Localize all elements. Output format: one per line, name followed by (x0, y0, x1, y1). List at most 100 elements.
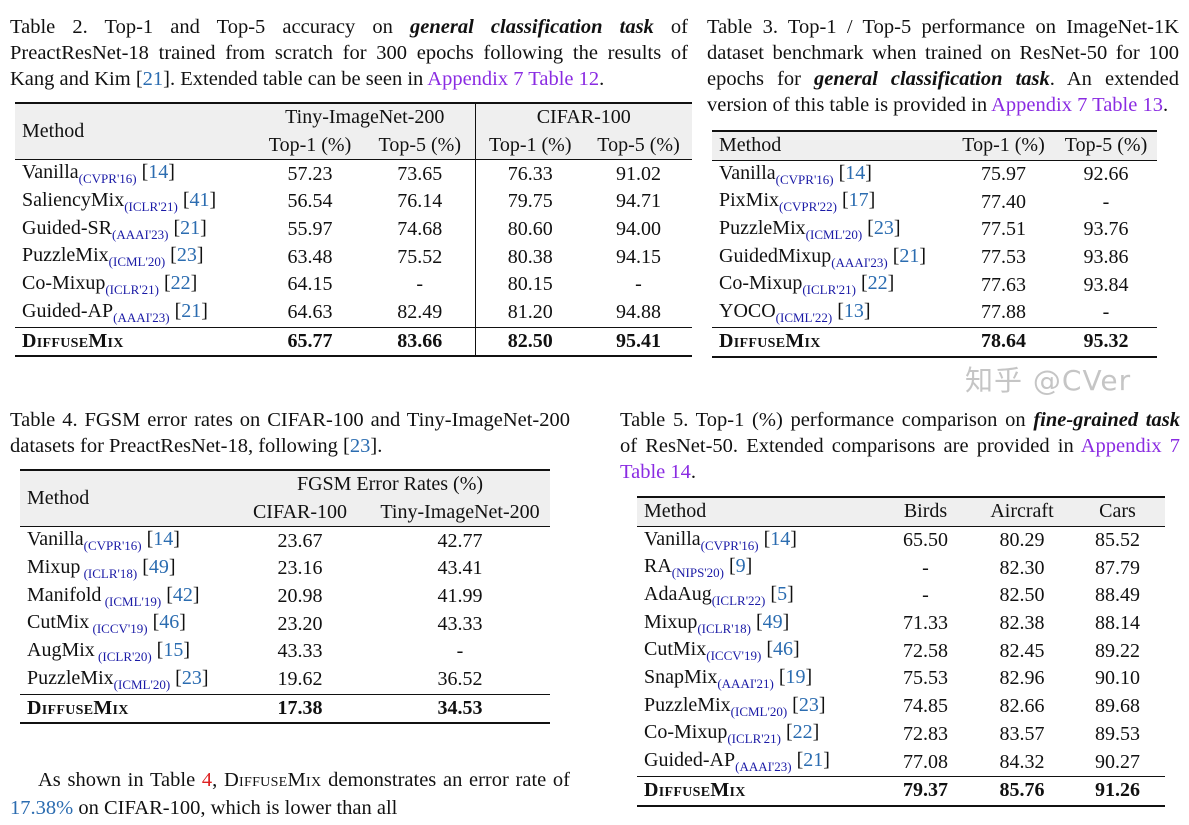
citation-link[interactable]: 23 (176, 244, 197, 267)
method-name: PixMix (719, 189, 780, 212)
value-cell: 65.50 (903, 529, 948, 552)
table-row: Guided-AP(AAAI'23) [21] 64.63 82.49 81.20 94… (15, 298, 692, 327)
value-cell: 77.88 (981, 301, 1026, 324)
citation-link[interactable]: 22 (867, 272, 888, 295)
method-venue: (AAAI'23) (112, 226, 169, 242)
value-cell: 85.52 (1095, 529, 1140, 552)
citation-link[interactable]: 21 (180, 216, 201, 239)
citation-link[interactable]: 22 (792, 721, 813, 744)
value-cell: 17.38 (277, 696, 323, 719)
method-name: CutMix (644, 638, 707, 661)
value-cell: 74.68 (397, 218, 443, 241)
citation-link[interactable]: 23 (873, 216, 894, 239)
method-name: AugMix (27, 638, 95, 661)
citation-link[interactable]: 19 (785, 665, 806, 688)
value-cell: 90.27 (1095, 750, 1140, 773)
citation-link[interactable]: 14 (153, 528, 174, 551)
citation-link[interactable]: 49 (762, 610, 783, 633)
method-name: SaliencyMix (22, 188, 125, 211)
citation-link[interactable]: 49 (148, 555, 169, 578)
value-cell: 80.15 (474, 271, 585, 299)
table-4-caption: Table 4. FGSM error rates on CIFAR-100 a… (10, 407, 570, 459)
method-cell: Mixup (ICLR'18) [49] (27, 555, 176, 581)
citation-link[interactable]: 46 (772, 638, 793, 661)
citation-link[interactable]: 14 (770, 527, 791, 550)
citation-link[interactable]: 9 (735, 555, 746, 578)
appendix-link[interactable]: Appendix 7 Table 13 (991, 94, 1163, 116)
caption-text: . An extended version of this table is p… (707, 68, 1179, 116)
value-cell: 75.53 (903, 667, 948, 690)
method-name: DiffuseMix (644, 779, 746, 802)
table-row-diffusemix: DiffuseMix 17.38 34.53 (20, 694, 550, 723)
citation-link[interactable]: 21 (181, 299, 202, 322)
table-row: PuzzleMix(ICML'20) [23] 74.85 82.66 89.68 (637, 693, 1165, 721)
value-cell: 56.54 (287, 190, 333, 213)
citation-link[interactable]: 17 (848, 189, 869, 212)
method-cell: Vanilla(CVPR'16) [14] (27, 528, 180, 554)
value-cell: 77.51 (981, 218, 1026, 241)
value-cell: - (1102, 190, 1110, 213)
table-row: PuzzleMix(ICML'20) [23] 77.51 93.76 (712, 216, 1157, 244)
value-cell: 41.99 (437, 585, 483, 608)
method-header: Method (22, 120, 85, 143)
citation-link[interactable]: 14 (845, 161, 866, 184)
value-cell: 94.88 (616, 301, 661, 324)
value-cell: 34.53 (437, 696, 483, 719)
value-cell: 19.62 (277, 668, 323, 691)
method-venue: (ICLR'22) (711, 592, 766, 608)
table-row: GuidedMixup(AAAI'23) [21] 77.53 93.86 (712, 244, 1157, 272)
method-name: Co-Mixup (644, 721, 728, 744)
value-cell: 93.76 (1083, 218, 1129, 241)
method-name: GuidedMixup (719, 244, 832, 267)
table-row: Vanilla(CVPR'16) [14] 57.23 73.65 76.33 91.0… (15, 159, 692, 189)
citation-link[interactable]: 46 (159, 611, 180, 634)
value-cell: 80.29 (999, 529, 1045, 552)
method-name: AdaAug (644, 582, 712, 605)
method-cell: CutMix (ICCV'19) [46] (27, 611, 186, 637)
table-row: Vanilla(CVPR'16) [14] 75.97 92.66 (712, 160, 1157, 188)
column-header: Top-1 (%) (962, 134, 1045, 157)
citation-link[interactable]: 23 (349, 435, 371, 457)
citation-link[interactable]: 15 (163, 638, 184, 661)
value-cell: 82.66 (999, 695, 1045, 718)
value-cell: 65.77 (287, 329, 333, 352)
caption-text: 17.38% (10, 797, 74, 819)
value-cell: 88.49 (1095, 584, 1140, 607)
citation-link[interactable]: 23 (798, 693, 819, 716)
appendix-link[interactable]: Appendix 7 Table 14 (620, 435, 1180, 483)
value-cell: 75.52 (397, 245, 443, 268)
value-cell: - (456, 640, 464, 663)
table-row: SnapMix(AAAI'21) [19] 75.53 82.96 90.10 (637, 665, 1165, 693)
method-header: Method (719, 134, 782, 157)
table-row: PixMix(CVPR'22) [17] 77.40 - (712, 188, 1157, 216)
caption-text: ]. Extended table can be seen in (163, 68, 428, 90)
citation-link[interactable]: 13 (843, 299, 864, 322)
value-cell: 90.10 (1095, 667, 1140, 690)
citation-link[interactable]: 21 (142, 68, 164, 90)
citation-link[interactable]: 42 (172, 583, 193, 606)
appendix-link[interactable]: Appendix 7 Table 12 (427, 68, 600, 90)
citation-link[interactable]: 5 (777, 582, 788, 605)
citation-link[interactable]: 21 (803, 749, 824, 772)
method-venue: (AAAI'23) (831, 254, 888, 270)
method-cell: Vanilla(CVPR'16) [14] (719, 161, 872, 187)
citation-link[interactable]: 22 (170, 271, 191, 294)
value-cell: 72.58 (903, 639, 948, 662)
table-row-diffusemix: DiffuseMix 78.64 95.32 (712, 327, 1157, 356)
value-cell: 89.68 (1095, 695, 1140, 718)
method-cell: Guided-AP(AAAI'23) [21] (644, 749, 830, 775)
value-cell: 20.98 (277, 585, 323, 608)
citation-link[interactable]: 41 (189, 188, 210, 211)
citation-link[interactable]: 21 (899, 244, 920, 267)
method-cell: PuzzleMix(ICML'20) [23] (644, 693, 826, 719)
method-cell: YOCO(ICML'22) [13] (719, 299, 871, 325)
value-cell: 91.02 (616, 162, 661, 185)
caption-text: Table 2. Top-1 and Top-5 accuracy on (10, 16, 410, 38)
citation-link[interactable]: 14 (148, 161, 169, 184)
citation-link[interactable]: 23 (181, 666, 202, 689)
value-cell: 89.53 (1095, 722, 1140, 745)
value-cell: 77.63 (981, 273, 1026, 296)
method-name: RA (644, 555, 672, 578)
caption-text: demonstrates an error rate of (321, 769, 571, 791)
value-cell: 55.97 (287, 218, 333, 241)
